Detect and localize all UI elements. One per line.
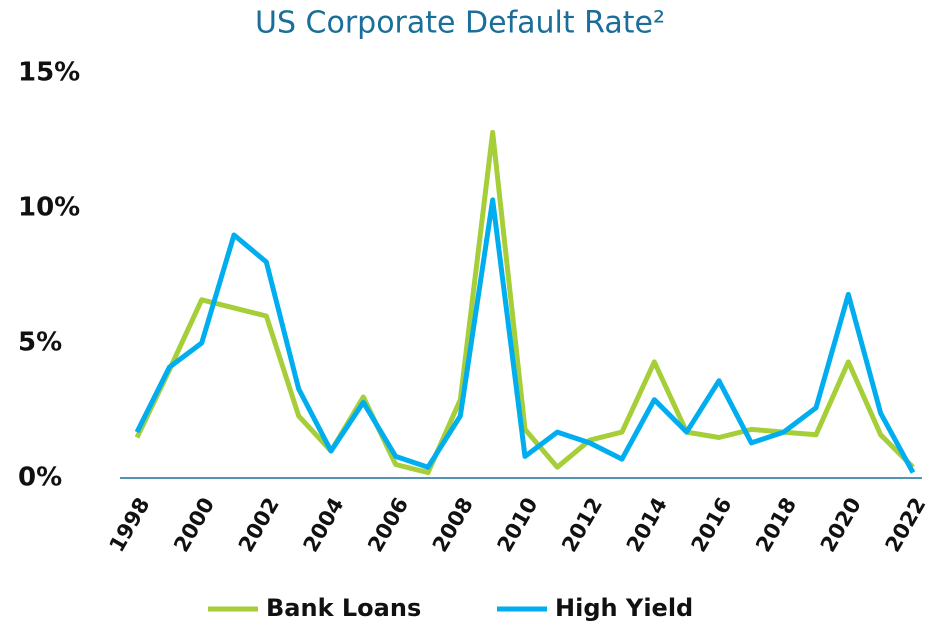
y-tick-label: 15%: [18, 58, 80, 88]
x-tick-label: 2016: [687, 494, 737, 557]
x-tick-label: 2022: [881, 494, 931, 557]
line-series: [134, 197, 916, 474]
legend-label: Bank Loans: [266, 594, 421, 622]
x-tick-label: 2002: [234, 494, 284, 557]
x-tick-label: 2000: [169, 494, 219, 557]
x-tick-label: 2012: [557, 494, 607, 557]
y-tick-label: 0%: [18, 463, 62, 493]
legend-label: High Yield: [555, 594, 693, 622]
y-tick-label: 10%: [18, 193, 80, 223]
x-tick-label: 2020: [816, 494, 866, 557]
chart-title: US Corporate Default Rate²: [255, 6, 665, 41]
x-tick-label: 2006: [363, 494, 413, 557]
x-tick-label: 1998: [105, 494, 155, 557]
x-tick-label: 2018: [751, 494, 801, 557]
x-tick-label: 2008: [428, 494, 478, 557]
x-tick-label: 2014: [622, 494, 672, 557]
x-tick-label: 2010: [493, 494, 543, 557]
x-tick-label: 2004: [299, 494, 349, 557]
y-tick-label: 5%: [18, 328, 62, 358]
